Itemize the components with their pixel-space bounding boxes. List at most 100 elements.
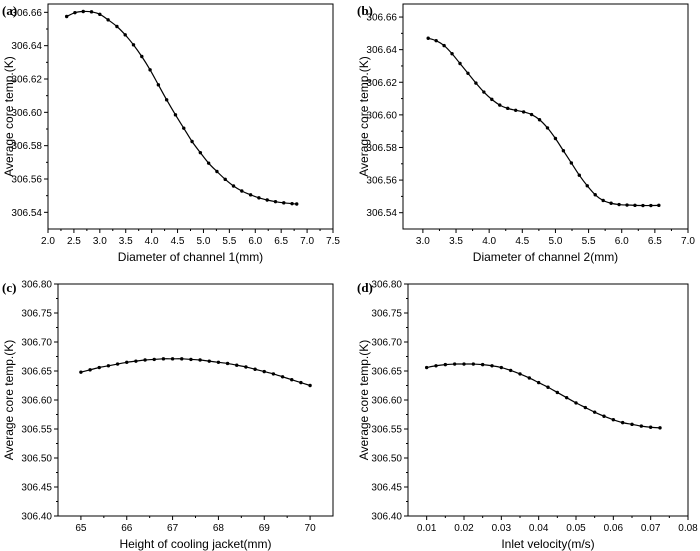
panel-d-series-line [426, 363, 661, 429]
panel-c-x-tick-label: 65 [75, 523, 87, 534]
panel-c-x-tick-label: 66 [121, 523, 133, 534]
panel-a-x-tick-label: 2.5 [67, 236, 81, 247]
panel-b-data-point [625, 203, 629, 207]
panel-a-data-point [240, 189, 244, 193]
panel-b-data-point [513, 108, 518, 113]
panel-c-data-point [106, 364, 111, 368]
panel-a-data-point [257, 196, 261, 200]
panel-d-frame [407, 283, 689, 517]
panel-c-data-point [235, 363, 239, 367]
panel-b-data-point [601, 198, 605, 203]
panel-b-x-axis-title: Diameter of channel 2(mm) [473, 250, 618, 264]
panel-d-y-tick-label: 306.75 [371, 309, 402, 320]
panel-b-data-point [466, 71, 470, 75]
panel-b-x-tick-label: 3.0 [416, 236, 430, 247]
panel-c-data-point [170, 357, 175, 361]
panel-a-x-tick-label: 2.0 [41, 236, 55, 247]
panel-b-y-axis-title: Average core temp.(K) [357, 56, 371, 177]
panel-c: (c) 65 66 67 68 69 70 306.40 306.45 306.50 306.55 3… [2, 280, 334, 551]
panel-b-y-tick-label: 306.66 [366, 13, 397, 24]
panel-a-data-point [282, 201, 286, 205]
panel-c-y-axis-title: Average core temp.(K) [2, 340, 16, 461]
panel-c-y-tick-label: 306.60 [21, 396, 52, 407]
panel-b-data-point [474, 81, 478, 85]
panel-b-data-point [442, 43, 446, 48]
panel-a-data-point [81, 9, 85, 14]
panel-a-data-point [73, 10, 77, 15]
panel-c-data-point [125, 360, 129, 364]
panel-b-frame [402, 3, 689, 230]
panel-c-data-point [161, 357, 166, 361]
panel-c-y-tick-label: 306.70 [21, 338, 52, 349]
panel-d-y-tick-label: 306.60 [371, 396, 402, 407]
panel-a-data-point [64, 14, 69, 19]
panel-a-data-point [265, 198, 269, 202]
panel-c-data-point [262, 369, 266, 374]
panel-c-x-tick-label: 68 [213, 523, 225, 534]
panel-b-x-tick-label: 6.0 [615, 236, 629, 247]
panel-a-x-axis-title: Diameter of channel 1(mm) [118, 250, 263, 264]
panel-a-y-tick-label: 306.64 [11, 41, 42, 52]
panel-d-data-point [620, 420, 625, 425]
panel-c-data-point [143, 358, 147, 362]
panel-a-y-tick-label: 306.66 [11, 8, 42, 19]
panel-b-data-point [434, 38, 438, 43]
panel-a-x-tick-label: 4.0 [145, 236, 159, 247]
panel-d-data-point [462, 362, 466, 366]
panel-c-data-point [280, 375, 285, 379]
panel-a-x-tick-label: 3.0 [93, 236, 107, 247]
panel-a-x-tick-label: 6.5 [274, 236, 288, 247]
panel-a-label: (a) [2, 3, 17, 18]
panel-a: (a) 2.0 2.5 3.0 3.5 4.0 4.5 5.0 5.5 6.0 6.5 7.0 7.5 3… [2, 3, 340, 264]
panel-b-data-point [577, 173, 582, 177]
panel-d-x-tick-label: 0.01 [417, 523, 437, 534]
panel-d-x-tick-label: 0.02 [454, 523, 474, 534]
panel-a-series-line [66, 10, 297, 205]
panel-b-y-tick-label: 306.54 [366, 208, 397, 219]
panel-b-x-tick-label: 5.0 [548, 236, 562, 247]
panel-d-x-tick-label: 0.04 [529, 523, 549, 534]
panel-a-data-point [190, 139, 194, 144]
panel-d-y-axis-title: Average core temp.(K) [357, 340, 371, 461]
panel-d-x-tick-label: 0.03 [492, 523, 512, 534]
panel-a-data-point [98, 12, 102, 17]
panel-d-x-axis-title: Inlet velocity(m/s) [501, 537, 594, 551]
panel-d-data-point [574, 401, 578, 405]
panel-c-x-tick-label: 69 [259, 523, 271, 534]
panel-c-data-point [189, 357, 193, 362]
panel-d-y-tick-label: 306.55 [371, 425, 402, 436]
panel-c-x-tick-label: 70 [305, 523, 317, 534]
panel-a-data-point [182, 126, 186, 130]
panel-c-y-tick-label: 306.80 [21, 280, 52, 291]
panel-b-data-point [649, 203, 653, 208]
panel-a-data-point [198, 150, 203, 155]
panel-a-y-tick-label: 306.58 [11, 141, 42, 152]
panel-a-x-tick-label: 6.0 [248, 236, 262, 247]
panel-d-y-tick-label: 306.45 [371, 483, 402, 494]
panel-c-data-point [225, 361, 230, 366]
panel-b-y-tick-label: 306.64 [366, 45, 397, 56]
panel-a-data-point [164, 98, 169, 102]
panel-c-data-point [308, 383, 312, 388]
panel-d-data-point [480, 362, 485, 367]
panel-a-data-point [173, 113, 178, 117]
panel-d-y-tick-label: 306.50 [371, 454, 402, 465]
panel-d-data-point [527, 376, 532, 380]
panel-b-data-point [561, 149, 566, 153]
panel-c-y-tick-label: 306.75 [21, 309, 52, 320]
panel-b-x-tick-label: 6.5 [648, 236, 662, 247]
panel-b-data-point [609, 201, 613, 205]
panel-a-data-point [89, 10, 94, 14]
panel-a-data-point [215, 169, 219, 174]
panel-d-data-point [452, 362, 457, 366]
panel-a-data-point [206, 161, 211, 165]
panel-d-data-point [583, 405, 588, 410]
panel-b-data-point [641, 203, 645, 208]
panel-c-data-point [97, 365, 101, 370]
panel-a-data-point [273, 199, 278, 204]
panel-c-frame [57, 283, 334, 517]
panel-d-data-point [471, 362, 476, 366]
panel-a-x-tick-label: 7.5 [326, 236, 340, 247]
panel-c-data-point [244, 365, 248, 369]
